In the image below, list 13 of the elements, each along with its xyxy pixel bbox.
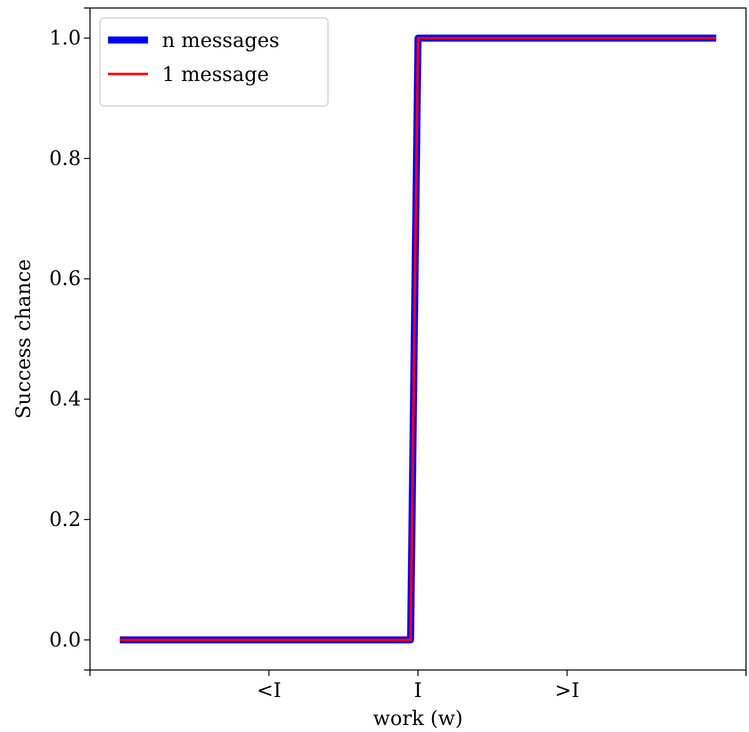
x-axis-title: work (w) [373,706,463,730]
x-tick-label: >I [554,678,580,702]
legend-label: 1 message [162,62,269,86]
y-axis-title: Success chance [11,259,35,419]
y-tick-label: 0.2 [49,506,81,531]
y-tick-label: 0.0 [49,627,81,652]
x-tick-label: I [414,678,422,702]
y-tick-label: 0.6 [49,266,81,290]
x-tick-label: <I [256,678,282,702]
y-tick-label: 0.8 [49,146,81,170]
y-tick-label: 1.0 [49,25,81,50]
y-tick-label: 0.4 [49,386,81,411]
legend-label: n messages [162,28,280,52]
